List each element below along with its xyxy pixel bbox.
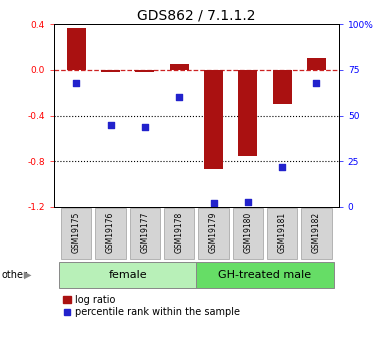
Text: GSM19177: GSM19177 [141,212,149,253]
Bar [238,70,257,156]
FancyBboxPatch shape [164,208,194,259]
Point [73,80,79,86]
FancyBboxPatch shape [267,208,297,259]
FancyBboxPatch shape [196,262,334,288]
Bar [170,64,189,70]
FancyBboxPatch shape [59,262,196,288]
Text: GSM19176: GSM19176 [106,212,115,253]
FancyBboxPatch shape [301,208,331,259]
Point [313,80,320,86]
Text: other: other [2,270,28,280]
Title: GDS862 / 7.1.1.2: GDS862 / 7.1.1.2 [137,9,256,23]
FancyBboxPatch shape [95,208,126,259]
Bar [307,58,326,70]
Legend: log ratio, percentile rank within the sample: log ratio, percentile rank within the sa… [63,295,240,317]
Point [211,200,217,206]
Bar [136,70,154,72]
Text: ▶: ▶ [24,270,32,280]
Point [176,95,182,100]
FancyBboxPatch shape [130,208,160,259]
Point [245,199,251,204]
Text: GSM19182: GSM19182 [312,212,321,253]
Text: GSM19178: GSM19178 [175,212,184,253]
Bar [273,70,291,104]
Point [142,124,148,129]
Point [279,164,285,169]
Text: GSM19179: GSM19179 [209,212,218,253]
Text: GH-treated male: GH-treated male [218,269,311,279]
Point [107,122,114,127]
FancyBboxPatch shape [198,208,229,259]
Text: GSM19180: GSM19180 [243,212,252,253]
FancyBboxPatch shape [61,208,91,259]
Text: GSM19175: GSM19175 [72,212,81,253]
Text: female: female [109,269,147,279]
Bar [101,70,120,72]
FancyBboxPatch shape [233,208,263,259]
Bar [67,28,85,70]
Bar [204,70,223,169]
Text: GSM19181: GSM19181 [278,212,287,253]
